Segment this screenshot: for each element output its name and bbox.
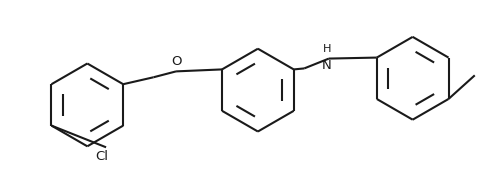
Text: H: H xyxy=(322,44,331,54)
Text: N: N xyxy=(322,59,332,72)
Text: O: O xyxy=(171,55,181,68)
Text: Cl: Cl xyxy=(96,150,108,163)
